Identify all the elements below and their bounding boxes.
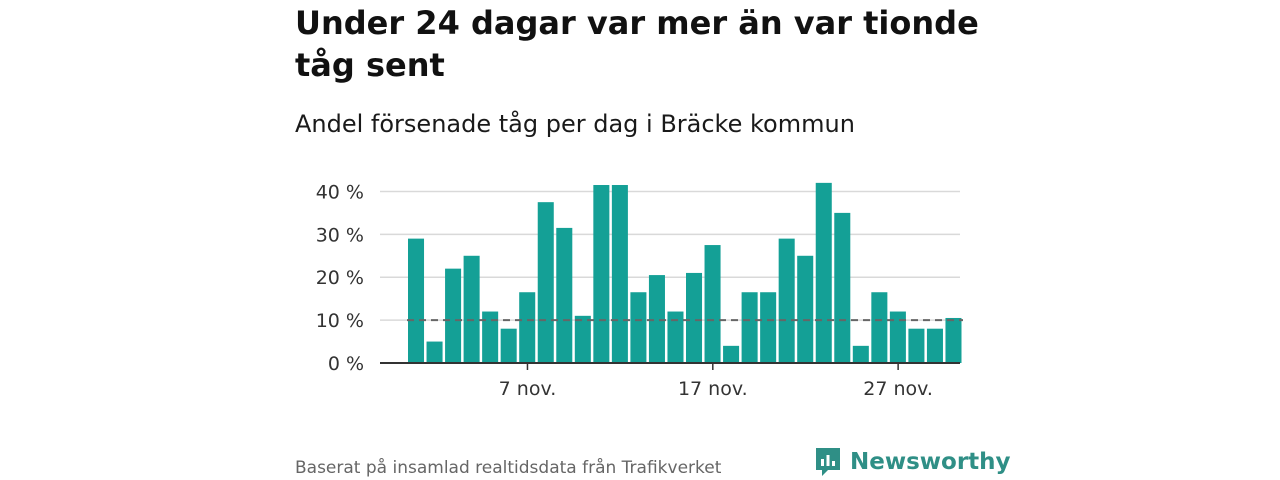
bar xyxy=(648,275,665,363)
source-note: Baserat på insamlad realtidsdata från Tr… xyxy=(295,458,722,478)
bar xyxy=(723,345,740,363)
bar xyxy=(871,292,888,363)
bar xyxy=(686,272,703,363)
chart-title: Under 24 dagar var mer än var tionde tåg… xyxy=(295,4,979,84)
bar xyxy=(834,212,851,363)
bar xyxy=(852,345,869,363)
bar xyxy=(556,227,573,363)
bar xyxy=(889,311,906,363)
bar xyxy=(500,328,517,363)
bar xyxy=(926,328,943,363)
x-tick-label: 17 nov. xyxy=(678,378,748,400)
x-tick-label: 27 nov. xyxy=(863,378,933,400)
newsworthy-logo-icon xyxy=(816,448,840,476)
y-tick-label: 30 % xyxy=(316,224,364,246)
bar xyxy=(741,292,758,363)
y-tick-label: 0 % xyxy=(328,353,364,375)
bar xyxy=(611,185,628,363)
bar xyxy=(815,182,832,363)
bar xyxy=(797,255,814,363)
bar xyxy=(519,292,536,363)
bar xyxy=(704,245,721,363)
bar xyxy=(463,255,480,363)
y-tick-label: 40 % xyxy=(316,181,364,203)
bar xyxy=(667,311,684,363)
bar xyxy=(537,202,554,363)
brand-name: Newsworthy xyxy=(850,449,1011,475)
y-tick-label: 10 % xyxy=(316,310,364,332)
bar xyxy=(908,328,925,363)
x-tick-label: 7 nov. xyxy=(499,378,557,400)
bar xyxy=(482,311,499,363)
bar-chart: 0 % 10 % 20 % 30 % 40 % 7 nov. 17 nov. 27 nov. xyxy=(316,181,963,400)
bar xyxy=(630,292,647,363)
bar xyxy=(760,292,777,363)
bar xyxy=(945,317,962,363)
bar xyxy=(445,268,462,363)
bar xyxy=(408,238,425,363)
bar xyxy=(593,185,610,363)
chart-subtitle: Andel försenade tåg per dag i Bräcke kom… xyxy=(295,110,855,138)
bar xyxy=(778,238,795,363)
brand: Newsworthy xyxy=(814,446,1011,478)
bar xyxy=(574,315,591,363)
bar xyxy=(426,341,443,363)
y-tick-label: 20 % xyxy=(316,267,364,289)
